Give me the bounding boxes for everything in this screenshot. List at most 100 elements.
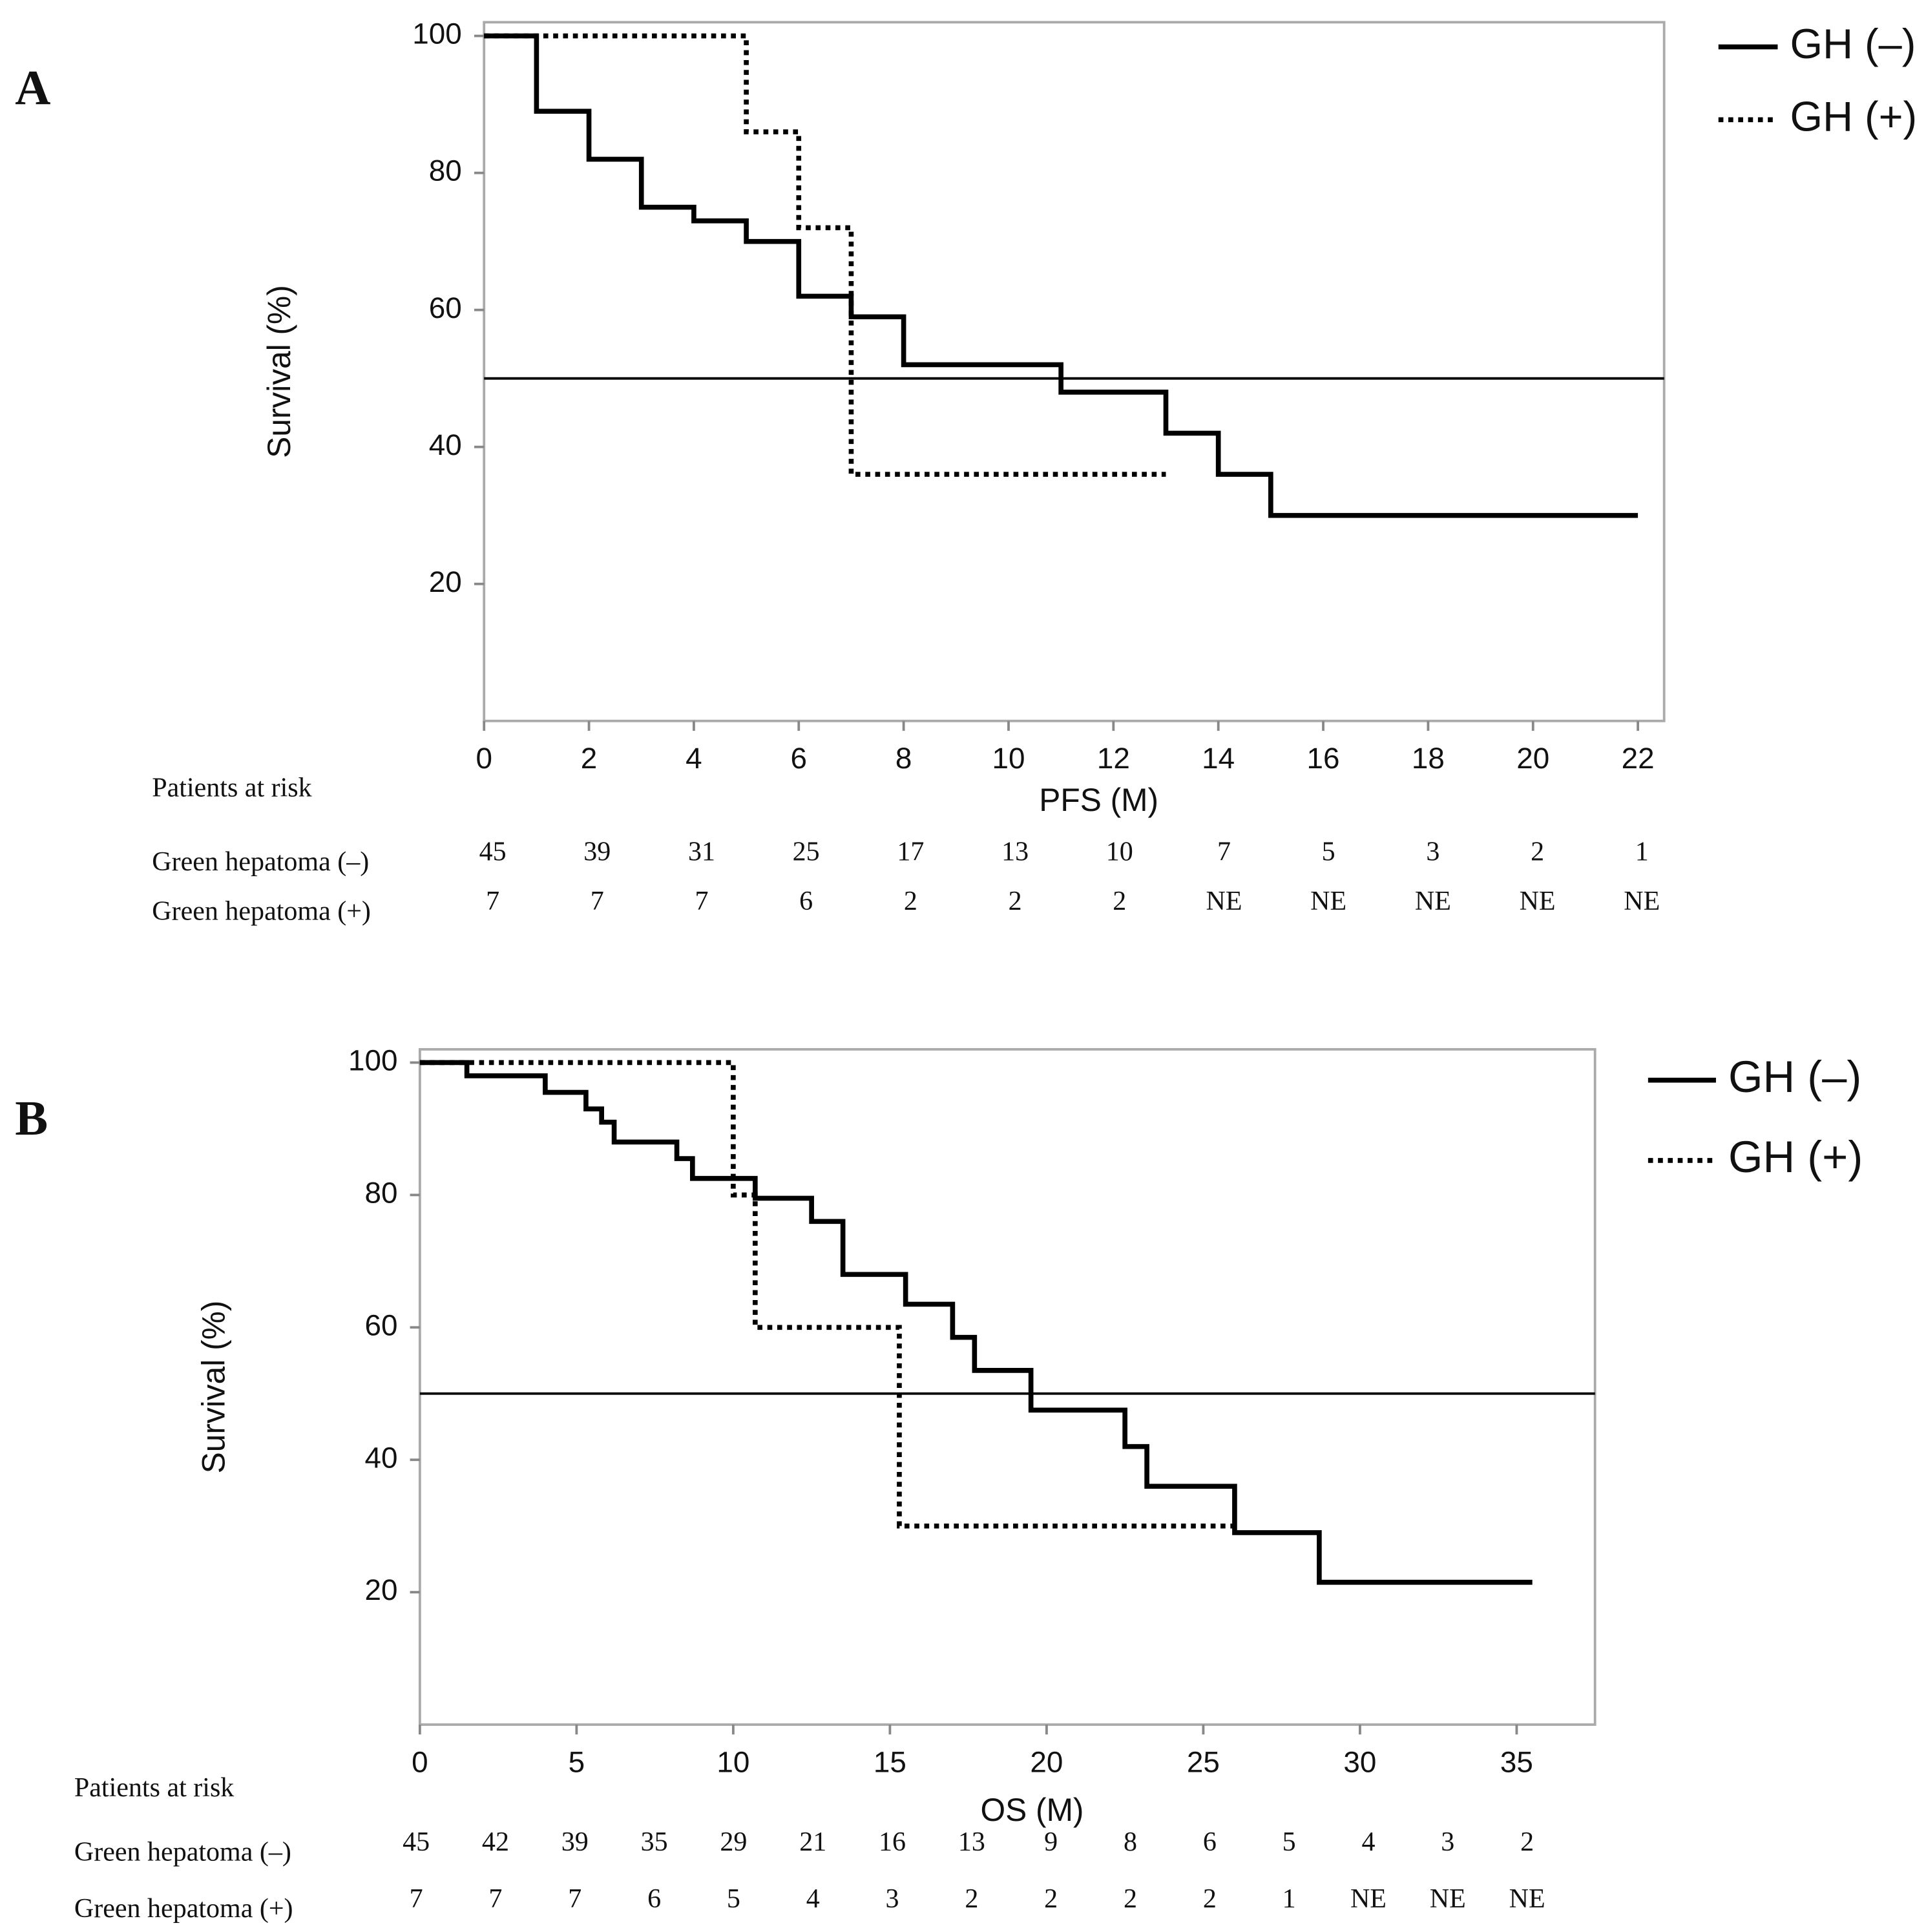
y-tick-label: 80: [429, 154, 462, 187]
risk-count: 35: [641, 1827, 668, 1857]
y-tick-label: 80: [364, 1175, 397, 1209]
risk-count: 1: [1635, 837, 1649, 867]
x-tick-label: 0: [412, 1745, 428, 1778]
legend-label: GH (+): [1790, 92, 1918, 140]
y-tick-label: 60: [364, 1308, 397, 1341]
risk-table-title: Patients at risk: [74, 1773, 235, 1803]
risk-count: 4: [1361, 1827, 1375, 1857]
x-tick-label: 12: [1097, 741, 1130, 775]
risk-count: 2: [965, 1884, 978, 1914]
legend-label: GH (–): [1728, 1052, 1861, 1102]
risk-count: 10: [1106, 837, 1133, 867]
y-tick-label: 40: [429, 428, 462, 461]
y-tick-label: 20: [429, 565, 462, 598]
x-tick-label: 4: [686, 741, 702, 775]
x-tick-label: 2: [581, 741, 598, 775]
risk-count: 3: [1441, 1827, 1454, 1857]
risk-count: NE: [1206, 887, 1242, 916]
risk-row-label: Green hepatoma (+): [152, 896, 371, 926]
x-tick-label: 0: [476, 741, 492, 775]
risk-count: 1: [1282, 1884, 1296, 1914]
risk-count: NE: [1509, 1884, 1545, 1914]
plot-frame: [418, 1048, 1596, 1726]
risk-count: 7: [488, 1884, 502, 1914]
risk-count: 13: [1001, 837, 1029, 867]
x-tick-label: 10: [717, 1745, 749, 1778]
x-tick-label: 18: [1412, 741, 1445, 775]
x-tick-label: 20: [1030, 1745, 1063, 1778]
y-tick-label: 100: [348, 1044, 398, 1077]
risk-count: 45: [403, 1827, 430, 1857]
x-tick-label: 15: [874, 1745, 906, 1778]
x-tick-label: 5: [569, 1745, 585, 1778]
risk-count: 2: [1520, 1827, 1534, 1857]
risk-count: 25: [793, 837, 820, 867]
risk-table-title: Patients at risk: [152, 773, 312, 803]
risk-count: NE: [1415, 887, 1451, 916]
risk-count: 42: [482, 1827, 509, 1857]
survival-curve: [484, 33, 1638, 518]
risk-count: 7: [591, 887, 604, 916]
x-axis-label: PFS (M): [1039, 782, 1158, 818]
x-axis-label: OS (M): [980, 1792, 1083, 1828]
risk-count: 2: [904, 887, 917, 916]
risk-row-label: Green hepatoma (+): [74, 1894, 293, 1924]
risk-row-label: Green hepatoma (–): [74, 1837, 291, 1867]
risk-count: 5: [1282, 1827, 1296, 1857]
x-tick-label: 16: [1307, 741, 1340, 775]
risk-count: 39: [561, 1827, 589, 1857]
risk-count: 2: [1009, 887, 1022, 916]
risk-count: 39: [583, 837, 611, 867]
plot-frame: [483, 21, 1666, 722]
risk-count: NE: [1520, 887, 1556, 916]
y-tick-label: 100: [412, 17, 462, 50]
risk-count: 5: [1322, 837, 1335, 867]
risk-row-label: Green hepatoma (–): [152, 847, 369, 877]
risk-count: 2: [1113, 887, 1126, 916]
x-tick-label: 20: [1516, 741, 1549, 775]
risk-count: 7: [486, 887, 499, 916]
survival-curve: [419, 1060, 1533, 1585]
risk-count: NE: [1624, 887, 1660, 916]
risk-count: 16: [879, 1827, 906, 1857]
risk-count: 6: [647, 1884, 661, 1914]
risk-count: 7: [695, 887, 708, 916]
survival-curve: [419, 1060, 1235, 1529]
x-tick-label: 35: [1500, 1745, 1533, 1778]
x-tick-label: 10: [992, 741, 1025, 775]
risk-count: 3: [1426, 837, 1439, 867]
risk-count: 9: [1044, 1827, 1058, 1857]
risk-count: 2: [1203, 1884, 1217, 1914]
risk-count: NE: [1430, 1884, 1466, 1914]
risk-count: 6: [1203, 1827, 1217, 1857]
risk-count: 3: [886, 1884, 899, 1914]
x-tick-label: 30: [1343, 1745, 1376, 1778]
x-tick-label: 25: [1187, 1745, 1220, 1778]
risk-count: 13: [958, 1827, 985, 1857]
risk-count: 6: [799, 887, 813, 916]
legend-label: GH (+): [1728, 1132, 1863, 1182]
risk-count: 45: [479, 837, 507, 867]
risk-count: NE: [1310, 887, 1346, 916]
risk-count: 7: [1217, 837, 1231, 867]
risk-count: NE: [1350, 1884, 1387, 1914]
y-axis-label: Survival (%): [196, 1301, 232, 1474]
x-tick-label: 8: [895, 741, 912, 775]
risk-count: 17: [897, 837, 924, 867]
risk-count: 2: [1044, 1884, 1058, 1914]
legend-label: GH (–): [1790, 20, 1916, 67]
x-tick-label: 6: [791, 741, 808, 775]
risk-count: 5: [727, 1884, 740, 1914]
y-tick-label: 40: [364, 1440, 397, 1474]
survival-curve: [484, 33, 1166, 477]
risk-count: 29: [720, 1827, 747, 1857]
risk-count: 8: [1124, 1827, 1137, 1857]
y-tick-label: 20: [364, 1573, 397, 1606]
panel-label: B: [15, 1091, 48, 1146]
risk-count: 2: [1531, 837, 1544, 867]
risk-count: 4: [806, 1884, 820, 1914]
x-tick-label: 14: [1202, 741, 1235, 775]
risk-count: 7: [568, 1884, 581, 1914]
